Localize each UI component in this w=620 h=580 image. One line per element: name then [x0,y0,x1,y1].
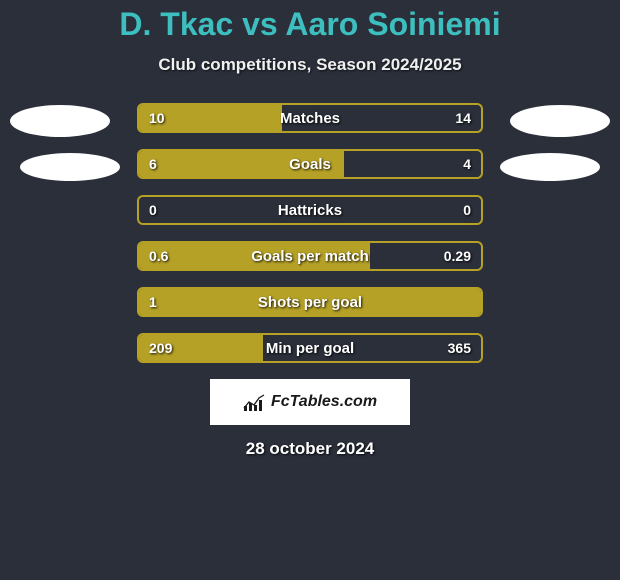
stat-label: Hattricks [278,202,342,219]
player2-avatar-top [510,105,610,137]
player1-avatar-top [10,105,110,137]
stat-label: Goals [289,156,331,173]
page-title: D. Tkac vs Aaro Soiniemi [0,6,620,43]
logo-text: FcTables.com [271,393,377,411]
stat-rows: 10 14 Matches 6 4 Goals 0 0 Hattricks 0.6 0.29 Goal… [137,103,483,363]
stat-value-left: 0 [149,202,157,218]
date-label: 28 october 2024 [0,439,620,459]
logo-box: FcTables.com [210,379,410,425]
stats-area: 10 14 Matches 6 4 Goals 0 0 Hattricks 0.6 0.29 Goal… [0,103,620,363]
stat-value-left: 0.6 [149,248,168,264]
stat-value-left: 10 [149,110,165,126]
chart-icon [243,393,265,411]
stat-value-right: 0.29 [444,248,471,264]
vs-text: vs [233,6,285,42]
stat-value-right: 4 [463,156,471,172]
stat-row: 0.6 0.29 Goals per match [137,241,483,271]
stat-value-right: 0 [463,202,471,218]
stat-row: 0 0 Hattricks [137,195,483,225]
stat-value-left: 209 [149,340,172,356]
stat-row: 6 4 Goals [137,149,483,179]
comparison-panel: D. Tkac vs Aaro Soiniemi Club competitio… [0,0,620,459]
stat-value-right: 14 [455,110,471,126]
player1-name: D. Tkac [119,6,233,42]
stat-row: 209 365 Min per goal [137,333,483,363]
stat-value-left: 1 [149,294,157,310]
stat-label: Min per goal [266,340,354,357]
stat-label: Shots per goal [258,294,362,311]
player2-avatar-bottom [500,153,600,181]
player1-avatar-bottom [20,153,120,181]
stat-row: 10 14 Matches [137,103,483,133]
stat-value-right: 365 [448,340,471,356]
player2-name: Aaro Soiniemi [285,6,500,42]
stat-row: 1 Shots per goal [137,287,483,317]
stat-label: Matches [280,110,340,127]
stat-label: Goals per match [251,248,369,265]
stat-value-left: 6 [149,156,157,172]
subtitle: Club competitions, Season 2024/2025 [0,55,620,75]
